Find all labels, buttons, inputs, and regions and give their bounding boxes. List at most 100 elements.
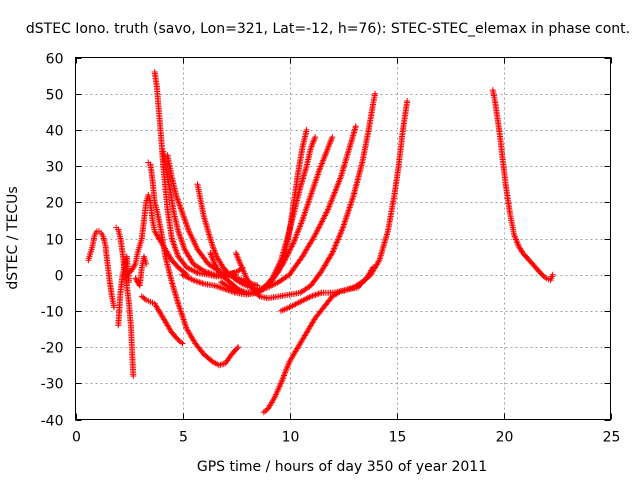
- y-tick-label: -10: [41, 305, 64, 321]
- data-point-trail: [161, 316, 170, 327]
- data-point-trail: [312, 208, 331, 237]
- data-point-trail: [223, 352, 234, 365]
- x-axis-title: GPS time / hours of day 350 of year 2011: [197, 459, 487, 475]
- data-point-trail: [509, 222, 517, 237]
- data-point-trail: [175, 229, 188, 251]
- x-tick-label: 10: [282, 430, 300, 446]
- data-point-trail: [165, 323, 174, 335]
- data-point-trail: [228, 285, 240, 294]
- data-point-trail: [308, 135, 318, 150]
- data-point-trail: [207, 251, 217, 266]
- x-tick-label: 15: [389, 430, 407, 446]
- data-point-trail: [182, 247, 196, 266]
- data-point-trail: [166, 186, 177, 215]
- data-point-trail: [533, 265, 544, 277]
- data-point-trail: [169, 258, 181, 270]
- data-series-17: [277, 97, 411, 314]
- data-point: [126, 278, 132, 285]
- data-point-trail: [147, 162, 156, 182]
- data-point-trail: [193, 341, 206, 356]
- y-axis-title: dSTEC / TECUs: [5, 186, 21, 289]
- data-point-trail: [152, 201, 160, 211]
- data-point-trail: [288, 299, 302, 310]
- data-point: [369, 264, 376, 271]
- data-point-trail: [400, 99, 410, 132]
- y-tick-label: 0: [55, 269, 64, 285]
- data-point-trail: [365, 103, 376, 132]
- data-point-trail: [219, 272, 232, 284]
- data-point-trail: [251, 287, 262, 299]
- data-point-trail: [158, 229, 169, 258]
- y-tick-label: 20: [46, 196, 64, 212]
- data-point-trail: [210, 244, 220, 258]
- data-point: [111, 304, 118, 311]
- data-point: [312, 134, 319, 141]
- data-series-19: [489, 87, 556, 284]
- data-point-trail: [165, 251, 174, 262]
- data-point-trail: [262, 406, 270, 415]
- y-tick-label: -20: [41, 341, 64, 357]
- data-point-trail: [129, 262, 138, 273]
- data-point-trail: [176, 255, 189, 270]
- data-point-trail: [516, 244, 525, 255]
- data-point-trail: [109, 295, 117, 309]
- data-point-trail: [175, 302, 190, 331]
- data-point-trail: [266, 279, 281, 290]
- data-point-trail: [548, 273, 555, 282]
- data-point-trail: [287, 255, 305, 277]
- data-point-trail: [115, 228, 123, 240]
- data-point-trail: [330, 288, 343, 299]
- data-point-trail: [299, 128, 310, 150]
- data-series-7: [145, 159, 242, 369]
- data-point-trail: [498, 146, 507, 168]
- data-point-trail: [169, 280, 181, 306]
- data-point-trail: [136, 266, 145, 287]
- data-series-6: [132, 253, 150, 289]
- data-point-trail: [145, 193, 153, 204]
- data-series-18: [260, 264, 376, 416]
- data-point-trail: [364, 266, 375, 280]
- data-point-trail: [308, 168, 322, 197]
- data-point-trail: [325, 135, 335, 150]
- data-point-trail: [156, 110, 164, 139]
- data-point-trail: [202, 281, 216, 289]
- data-point-trail: [221, 265, 232, 277]
- chart-title: dSTEC Iono. truth (savo, Lon=321, Lat=-1…: [26, 21, 630, 37]
- data-point-trail: [238, 262, 249, 280]
- data-point-trail: [186, 229, 200, 251]
- data-point-trail: [295, 146, 306, 175]
- data-point-trail: [297, 164, 310, 190]
- data-point-trail: [520, 251, 532, 262]
- data-point-trail: [298, 294, 313, 305]
- data-point-trail: [181, 272, 195, 283]
- data-point-trail: [500, 164, 509, 186]
- data-point: [549, 271, 556, 278]
- data-point-trail: [126, 302, 134, 331]
- data-point-trail: [152, 302, 162, 313]
- data-point-trail: [156, 309, 166, 320]
- data-point-trail: [184, 327, 198, 345]
- data-point-trail: [147, 200, 156, 222]
- data-point-trail: [233, 251, 243, 266]
- data-point: [329, 134, 336, 141]
- y-tick-label: 30: [46, 160, 64, 176]
- data-point-trail: [141, 255, 149, 265]
- data-point-trail: [173, 193, 185, 215]
- data-point-trail: [236, 265, 244, 273]
- data-point-trail: [125, 269, 133, 277]
- x-tick-label: 20: [496, 430, 514, 446]
- data-point-trail: [202, 352, 215, 364]
- data-point-trail: [85, 251, 93, 262]
- data-point-trail: [298, 283, 313, 295]
- data-point-trail: [329, 226, 346, 255]
- data-point-trail: [124, 284, 132, 305]
- data-point-trail: [270, 262, 286, 280]
- data-point-trail: [272, 381, 284, 400]
- data-point-trail: [317, 146, 331, 172]
- data-point-trail: [490, 88, 498, 103]
- data-point-trail: [291, 186, 303, 215]
- data-point-trail: [376, 229, 391, 262]
- data-point-trail: [308, 269, 324, 288]
- data-point-trail: [211, 359, 221, 368]
- data-point-trail: [194, 183, 203, 197]
